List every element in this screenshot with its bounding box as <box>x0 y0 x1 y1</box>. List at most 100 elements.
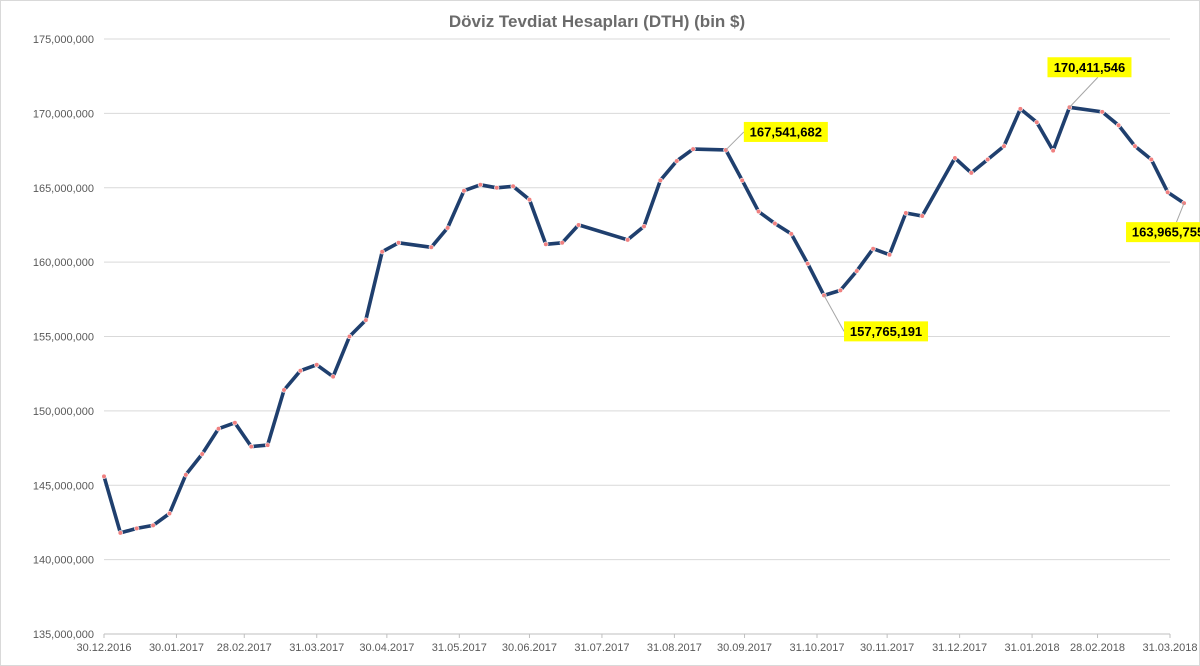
data-point-marker <box>1165 189 1171 195</box>
y-tick-label: 145,000,000 <box>33 480 94 492</box>
x-tick-label: 28.02.2017 <box>217 642 272 654</box>
callout-box <box>844 321 929 342</box>
data-point-marker <box>494 185 500 191</box>
data-point-marker <box>510 183 516 189</box>
data-point-marker <box>281 387 287 393</box>
data-point-marker <box>199 451 205 457</box>
data-point-marker <box>559 240 565 246</box>
data-point-marker <box>166 510 173 517</box>
data-point-marker <box>870 246 876 252</box>
x-tick-label: 31.10.2017 <box>789 642 844 654</box>
data-point-marker <box>837 287 843 293</box>
x-tick-label: 30.06.2017 <box>502 642 557 654</box>
data-point-marker <box>985 156 991 163</box>
callout-box <box>743 121 828 142</box>
data-point-marker <box>657 177 663 183</box>
data-point-marker <box>428 244 434 250</box>
data-point-marker <box>314 362 320 368</box>
y-tick-label: 165,000,000 <box>33 183 94 195</box>
data-point-marker <box>395 240 402 246</box>
data-point-marker <box>379 249 385 255</box>
data-point-marker <box>788 231 794 237</box>
y-axis-ticks: 135,000,000 140,000,000 145,000,000 150,000… <box>33 34 94 641</box>
data-point-marker <box>1099 109 1105 115</box>
data-point-marker <box>117 530 123 536</box>
x-tick-label: 30.01.2017 <box>149 642 204 654</box>
series-markers <box>101 104 1187 536</box>
chart-title: Döviz Tevdiat Hesapları (DTH) (bin $) <box>448 12 746 31</box>
callout-leader-line <box>725 131 745 151</box>
callout-label: 157,765,191 <box>850 324 922 339</box>
data-point-marker <box>330 374 336 380</box>
x-tick-label: 31.03.2017 <box>289 642 344 654</box>
data-point-marker <box>690 146 696 152</box>
y-tick-label: 170,000,000 <box>33 108 94 120</box>
data-point-marker <box>625 237 631 243</box>
x-tick-label: 31.03.2018 <box>1142 642 1197 654</box>
data-point-marker <box>232 420 238 426</box>
data-point-marker <box>886 252 893 258</box>
data-point-marker <box>101 473 107 479</box>
data-point-marker <box>461 188 467 194</box>
data-point-marker <box>755 208 762 215</box>
x-tick-label: 30.11.2017 <box>860 642 914 654</box>
data-point-marker <box>1034 119 1040 125</box>
callout-leader-line <box>1069 76 1099 108</box>
data-point-marker <box>919 213 925 219</box>
y-tick-label: 135,000,000 <box>33 629 94 641</box>
data-point-marker <box>363 317 369 323</box>
data-point-marker <box>543 241 549 247</box>
data-point-marker <box>134 525 140 531</box>
x-tick-label: 30.12.2016 <box>76 642 131 654</box>
data-point-marker <box>952 155 958 161</box>
data-point-marker <box>575 222 582 228</box>
data-point-marker <box>265 442 271 448</box>
data-point-marker <box>739 177 745 183</box>
data-point-marker <box>1132 143 1138 149</box>
series-line-path <box>102 105 1186 535</box>
data-point-marker <box>183 472 189 478</box>
data-point-marker <box>903 210 909 216</box>
data-point-marker <box>150 522 156 529</box>
x-tick-label: 31.12.2017 <box>932 642 987 654</box>
data-point-marker <box>968 170 974 176</box>
callout-box <box>1047 57 1132 78</box>
series-line <box>102 105 1186 535</box>
x-tick-label: 31.07.2017 <box>574 642 629 654</box>
data-point-marker <box>1050 147 1056 154</box>
data-callouts: 167,541,682 157,765,191 170,411,546 163,965… <box>725 57 1200 342</box>
data-point-marker <box>772 220 778 227</box>
data-point-marker <box>248 443 254 450</box>
data-point-marker <box>1017 106 1023 112</box>
data-point-marker <box>477 182 483 188</box>
data-point-marker <box>854 268 860 274</box>
data-point-marker <box>297 368 303 374</box>
x-tick-label: 28.02.2018 <box>1070 642 1125 654</box>
x-tick-label: 31.05.2017 <box>432 642 487 654</box>
y-tick-label: 175,000,000 <box>33 34 94 46</box>
x-tick-label: 30.09.2017 <box>717 642 772 654</box>
data-point-marker <box>445 225 451 231</box>
x-tick-label: 31.01.2018 <box>1005 642 1060 654</box>
data-point-marker <box>1001 143 1007 149</box>
data-point-marker <box>674 158 680 164</box>
data-point-marker <box>805 261 811 267</box>
data-point-marker <box>641 223 647 230</box>
callout-leader-line <box>1175 202 1185 223</box>
y-tick-label: 150,000,000 <box>33 406 94 418</box>
callout-box <box>1126 222 1200 243</box>
callout-label: 163,965,755 <box>1132 225 1200 240</box>
y-tick-label: 140,000,000 <box>33 555 94 567</box>
callout-label: 170,411,546 <box>1054 60 1126 75</box>
gridlines <box>104 38 1170 635</box>
data-point-marker <box>215 426 222 432</box>
data-point-marker <box>526 197 533 203</box>
data-point-marker <box>346 333 353 340</box>
x-axis-ticks: 30.12.2016 30.01.2017 28.02.2017 31.03.2017… <box>76 634 1198 654</box>
data-point-marker <box>1148 156 1154 163</box>
callout-label: 167,541,682 <box>750 124 822 139</box>
y-tick-label: 160,000,000 <box>33 257 94 269</box>
x-tick-label: 30.04.2017 <box>359 642 414 654</box>
